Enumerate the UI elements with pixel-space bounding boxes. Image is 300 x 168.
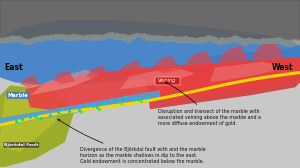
Polygon shape bbox=[119, 61, 145, 77]
Polygon shape bbox=[152, 56, 180, 73]
Text: West: West bbox=[272, 63, 293, 72]
Polygon shape bbox=[185, 51, 215, 70]
Polygon shape bbox=[20, 75, 40, 87]
Text: East: East bbox=[4, 63, 22, 72]
Polygon shape bbox=[145, 58, 300, 109]
Polygon shape bbox=[0, 90, 160, 126]
Polygon shape bbox=[120, 68, 195, 89]
Polygon shape bbox=[0, 20, 300, 85]
Polygon shape bbox=[25, 58, 300, 111]
Polygon shape bbox=[210, 61, 285, 82]
Polygon shape bbox=[200, 46, 300, 68]
Text: Disruption and transect of the marble with
associated veining above the marble a: Disruption and transect of the marble wi… bbox=[158, 82, 261, 126]
FancyBboxPatch shape bbox=[154, 77, 179, 85]
Text: Marble: Marble bbox=[8, 93, 29, 98]
Polygon shape bbox=[53, 71, 75, 84]
Polygon shape bbox=[0, 85, 75, 167]
Text: Björkdal Fault: Björkdal Fault bbox=[4, 143, 38, 147]
Polygon shape bbox=[251, 41, 285, 63]
Polygon shape bbox=[218, 46, 250, 67]
Polygon shape bbox=[0, 85, 60, 152]
Polygon shape bbox=[86, 66, 110, 80]
Text: Veining: Veining bbox=[158, 78, 176, 83]
Polygon shape bbox=[30, 70, 100, 95]
Text: Divergence of the Björkdal fault with and the marble
horizon as the marble shall: Divergence of the Björkdal fault with an… bbox=[58, 119, 206, 163]
